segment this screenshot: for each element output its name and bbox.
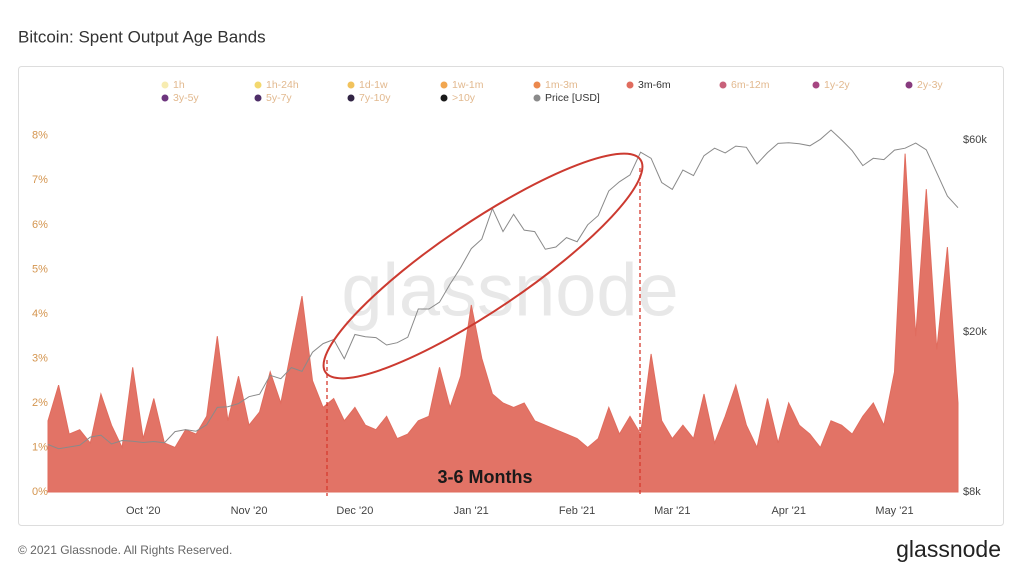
x-tick-label: Dec '20 (336, 505, 373, 517)
legend-label: 1d-1w (359, 79, 388, 91)
price-line (47, 129, 959, 450)
x-tick-label: May '21 (875, 505, 913, 517)
legend-marker (161, 94, 169, 102)
x-tick-label: Apr '21 (771, 505, 806, 517)
legend-marker (812, 81, 820, 89)
x-tick-label: Nov '20 (231, 505, 268, 517)
legend-marker (533, 81, 541, 89)
legend-marker (626, 81, 634, 89)
legend-label: 1m-3m (545, 79, 578, 91)
y-tick-label: 8% (32, 130, 48, 142)
x-tick-label: Oct '20 (126, 505, 161, 517)
area (47, 153, 959, 493)
legend-label: 2y-3y (917, 79, 943, 91)
legend-label: 1y-2y (824, 79, 850, 91)
legend-marker (440, 81, 448, 89)
legend-label: 3m-6m (638, 79, 671, 91)
plot-area: 0% 1% 2% 3% 4% 5% 6% 7% 8% $8k $20k $60k Oct '20 Nov … (32, 129, 987, 517)
x-tick-label: Jan '21 (454, 505, 489, 517)
chart-panel (18, 66, 1004, 526)
brand-logo: glassnode (896, 536, 1001, 562)
legend-marker (440, 94, 448, 102)
chart-title: Bitcoin: Spent Output Age Bands (18, 27, 266, 46)
legend-label: 1h-24h (266, 79, 299, 91)
y-tick-label: 3% (32, 352, 48, 364)
y-tick-label: 2% (32, 397, 48, 409)
legend-label: 1h (173, 79, 185, 91)
x-tick-label: Feb '21 (559, 505, 595, 517)
legend-label: 5y-7y (266, 92, 292, 104)
y-tick-label: 0% (32, 486, 48, 498)
legend-label: 7y-10y (359, 92, 391, 104)
watermark: glassnode (341, 249, 678, 332)
legend-marker (533, 94, 541, 102)
annotation-ellipse (322, 152, 644, 380)
legend-label: 1w-1m (452, 79, 484, 91)
annotation-text: 3-6 Months (437, 467, 532, 487)
legend-label: 3y-5y (173, 92, 199, 104)
legend-marker (905, 81, 913, 89)
y-tick-label: 6% (32, 219, 48, 231)
legend-marker (347, 81, 355, 89)
y2-tick-label: $20k (963, 326, 987, 338)
legend-marker (347, 94, 355, 102)
y2-tick-label: $8k (963, 486, 981, 498)
y-tick-label: 7% (32, 174, 48, 186)
y-tick-label: 4% (32, 308, 48, 320)
legend-label: Price [USD] (545, 92, 600, 104)
y-tick-label: 1% (32, 441, 48, 453)
y2-tick-label: $60k (963, 134, 987, 146)
x-tick-label: Mar '21 (654, 505, 690, 517)
legend-marker (254, 81, 262, 89)
legend-marker (254, 94, 262, 102)
footer: © 2021 Glassnode. All Rights Reserved. (18, 543, 232, 557)
y-tick-label: 5% (32, 263, 48, 275)
legend-label: >10y (452, 92, 476, 104)
legend-label: 6m-12m (731, 79, 770, 91)
legend-marker (719, 81, 727, 89)
legend-marker (161, 81, 169, 89)
